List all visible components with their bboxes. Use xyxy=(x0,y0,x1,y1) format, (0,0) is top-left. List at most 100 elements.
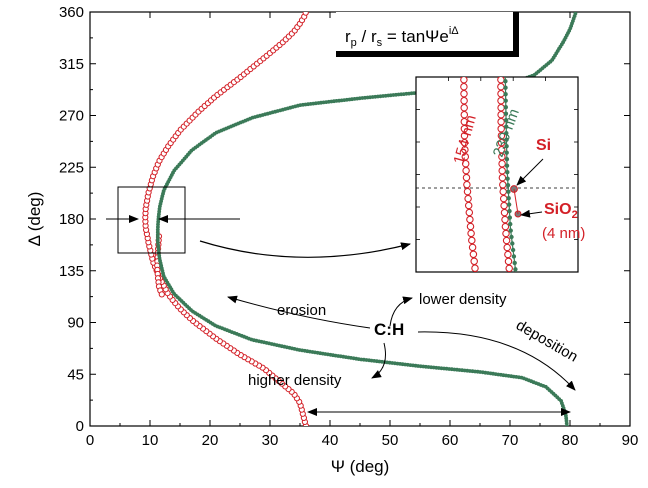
inset-series-1-point xyxy=(502,236,511,245)
inset-series-2-point xyxy=(503,118,509,123)
y-tick-label: 135 xyxy=(59,263,84,280)
inset-series-1-point xyxy=(498,152,506,161)
inset-series-0-point xyxy=(463,180,471,189)
label-erosion: erosion xyxy=(277,302,326,319)
inset-series-1-point xyxy=(497,96,505,105)
inset-series-1-point xyxy=(497,145,506,154)
label-si: Si xyxy=(536,137,551,154)
x-tick-label: 30 xyxy=(262,432,279,449)
inset-series-2-point xyxy=(507,208,512,214)
inset-series-0-point xyxy=(460,138,469,147)
inset-series-2-point xyxy=(503,79,508,84)
x-tick-label: 50 xyxy=(382,432,399,449)
inset-series-0-point xyxy=(461,152,470,161)
series-2-point xyxy=(155,235,160,240)
y-tick-label: 45 xyxy=(67,366,84,383)
sio2-pointer xyxy=(520,209,543,218)
inset-series-0-point xyxy=(464,194,472,203)
inset-series-1-point xyxy=(497,103,505,112)
x-tick-label: 40 xyxy=(322,432,339,449)
y-tick-label: 225 xyxy=(59,159,84,176)
higher-density-arrow xyxy=(371,342,386,379)
inset-series-group xyxy=(460,8,522,272)
x-tick-label: 90 xyxy=(622,432,639,449)
zoom-box xyxy=(117,186,186,254)
series-2-point xyxy=(155,238,160,242)
inset-series-1-point xyxy=(498,173,507,182)
inset-series-2-point xyxy=(509,234,514,240)
x-axis-ticks: 0 10 20 30 40 50 60 70 80 90 xyxy=(86,12,639,449)
x-tick-label: 70 xyxy=(502,432,519,449)
x-tick-label: 60 xyxy=(442,432,459,449)
inset-series-1-point xyxy=(502,229,510,238)
inset-series-1-point xyxy=(497,77,505,84)
inset-series-0-point xyxy=(471,264,479,272)
y-tick-label: 0 xyxy=(76,418,84,435)
inset-series-0-point xyxy=(460,82,468,91)
inset-series-2-point xyxy=(505,170,510,175)
zoom-arrow xyxy=(199,240,411,258)
inset-series-0-point xyxy=(465,208,474,217)
inset-series-2-point xyxy=(504,124,509,129)
inset-series-2-point xyxy=(510,241,515,246)
x-tick-label: 20 xyxy=(202,432,219,449)
inset-series-0-point xyxy=(462,166,470,175)
inset-series-0-point xyxy=(469,250,478,259)
inset-series-0-point xyxy=(460,117,469,126)
inset-series-1-point xyxy=(499,180,507,189)
inset-series-2-point xyxy=(508,221,513,227)
inset-series-1-point xyxy=(501,215,509,224)
y-tick-label: 315 xyxy=(59,56,84,73)
inset-series-2-point xyxy=(508,228,513,233)
inset-series-1-point xyxy=(497,131,506,140)
inset-series-0-point xyxy=(460,124,469,133)
inset-series-0-point xyxy=(460,89,468,98)
inset-series-1-point xyxy=(500,208,509,217)
inset-series-0-point xyxy=(463,187,472,196)
inset-series-0-point xyxy=(460,77,468,84)
inset-series-2-point xyxy=(512,260,517,266)
inset-frame xyxy=(415,76,579,273)
inset-series-2-point xyxy=(510,247,516,253)
inset-series-2-point xyxy=(504,137,509,142)
inset-series-2-point xyxy=(505,176,510,181)
label-sio2: SiO2 xyxy=(544,201,578,221)
inset-series-2-point xyxy=(513,267,518,272)
inset-series-1-point xyxy=(497,138,506,147)
inset-series-1-point xyxy=(499,187,507,196)
label-higher-density: higher density xyxy=(248,372,342,389)
x-tick-label: 10 xyxy=(142,432,159,449)
inset-series-1-point xyxy=(504,257,513,266)
inset-series-2-point xyxy=(504,150,509,155)
inset-series-0-point xyxy=(461,145,469,154)
x-tick-label: 80 xyxy=(562,432,579,449)
inset-series-1-point xyxy=(497,124,505,133)
formula-text: rp / rs = tanΨeiΔ xyxy=(345,25,459,49)
inset-series-0-point xyxy=(460,131,469,140)
si-pointer xyxy=(516,158,544,186)
inset-series-0-point xyxy=(464,201,473,210)
inset-series-2-point xyxy=(501,8,505,12)
inset-ticks xyxy=(416,77,578,240)
inset-series-0-point xyxy=(468,236,476,245)
inset-series-2-point xyxy=(506,189,511,194)
inset-series-2-point xyxy=(504,131,509,136)
inset-series-2-point xyxy=(505,183,511,188)
series-0-point xyxy=(302,12,309,16)
inset-series-1-point xyxy=(500,201,508,210)
erosion-arrow xyxy=(227,295,371,329)
inset-series-2-point xyxy=(504,157,510,162)
inset-series-0-point xyxy=(466,222,475,231)
y-axis-ticks: 0 45 90 135 180 225 270 315 360 xyxy=(59,4,630,435)
y-axis-title: Δ (deg) xyxy=(25,192,44,247)
inset-series-2-point xyxy=(507,215,512,220)
inset-series-1-point xyxy=(501,222,510,231)
label-lower-density: lower density xyxy=(419,291,507,308)
label-sio2-thickness: (4 nm) xyxy=(542,225,585,242)
inset-series-2-point xyxy=(506,202,512,207)
inset-series-0-point xyxy=(460,110,469,119)
inset-series-0-point xyxy=(468,243,477,252)
inset-series-2-point xyxy=(506,196,511,201)
inset-si-connector xyxy=(513,188,519,215)
